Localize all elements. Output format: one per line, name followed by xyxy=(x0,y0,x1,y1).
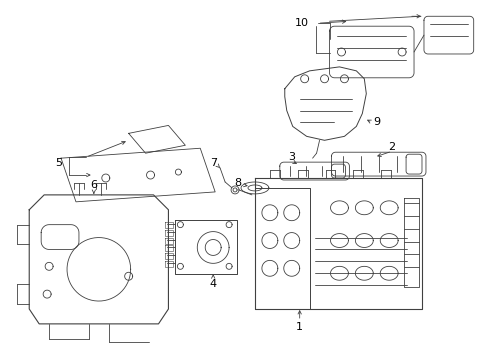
Text: 10: 10 xyxy=(294,18,308,28)
Text: 4: 4 xyxy=(209,279,216,289)
Text: 7: 7 xyxy=(209,158,216,168)
Text: 9: 9 xyxy=(373,117,380,127)
Text: 8: 8 xyxy=(234,178,241,188)
Text: 5: 5 xyxy=(56,158,62,168)
Text: 2: 2 xyxy=(388,142,395,152)
Text: 1: 1 xyxy=(296,322,303,332)
Text: 3: 3 xyxy=(287,152,295,162)
Text: 6: 6 xyxy=(90,180,97,190)
